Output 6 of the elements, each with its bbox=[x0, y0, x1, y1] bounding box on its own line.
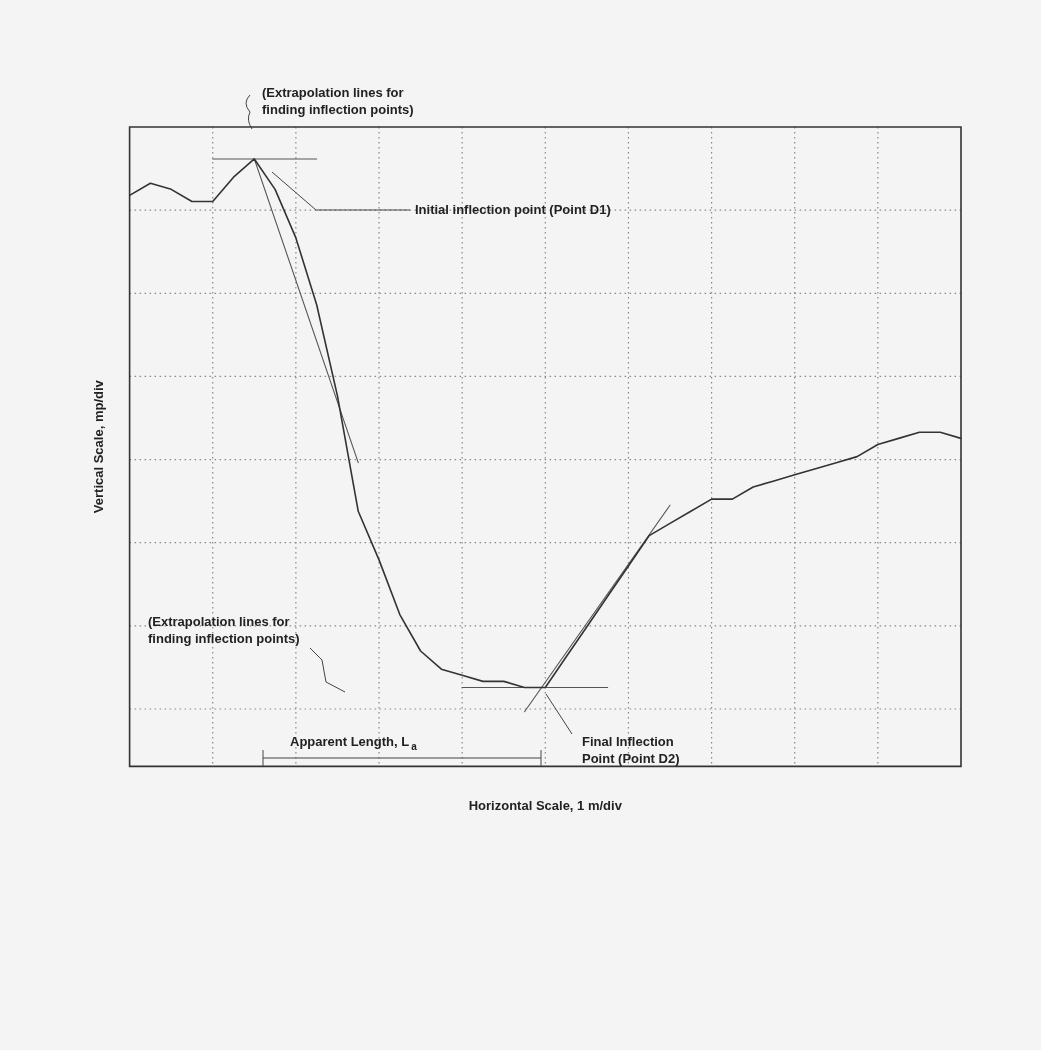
x-axis-title: Horizontal Scale, 1 m/div bbox=[468, 797, 623, 813]
annotation: Final Inflection Point (Point D2) bbox=[582, 734, 680, 766]
y-axis-title: Vertical Scale, mp/div bbox=[91, 379, 107, 514]
text: (Extrapolation lines for finding inflection points) bbox=[262, 85, 414, 117]
annotation: (Extrapolation lines for finding inflection points) bbox=[148, 614, 300, 646]
annotation: Initial inflection point (Point D1) bbox=[415, 202, 611, 217]
